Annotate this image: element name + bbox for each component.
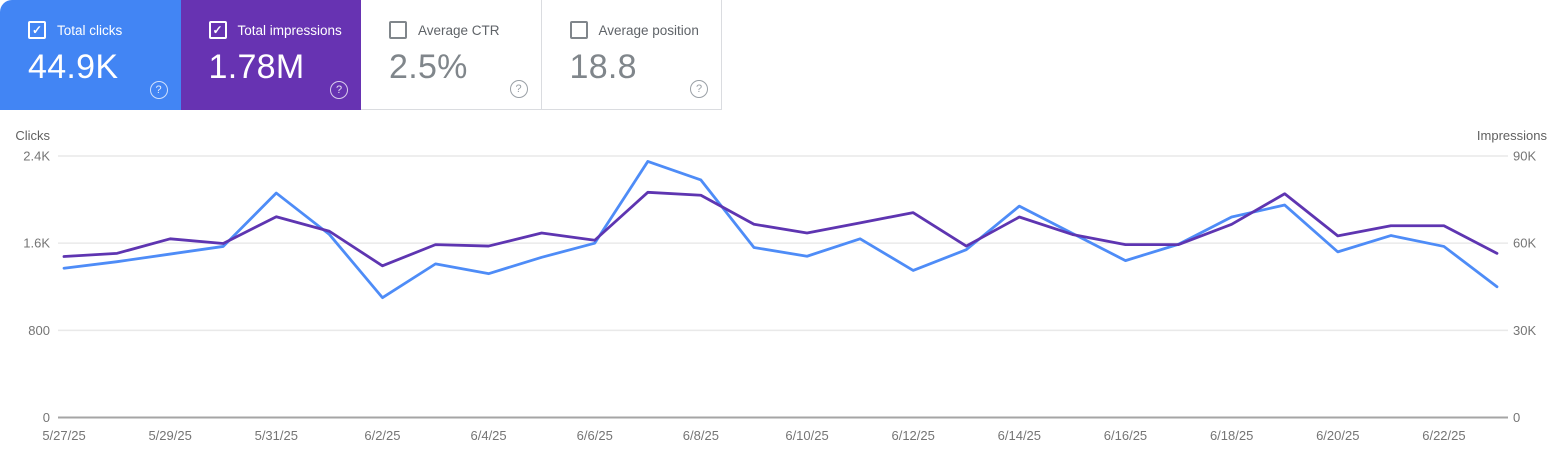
average-position-checkbox[interactable]: ✓ — [569, 21, 588, 39]
x-axis-label: 6/18/25 — [1210, 428, 1253, 443]
left-axis-tick: 0 — [43, 410, 50, 425]
left-axis-tick: 2.4K — [23, 149, 50, 164]
clicks-impressions-line-chart: 2.4K 90K 1.6K 60K 800 30K 0 0 Clicks Impressions 5… — [15, 128, 1548, 443]
x-axis-label: 6/4/25 — [471, 428, 507, 443]
x-axis-label: 6/16/25 — [1104, 428, 1147, 443]
checkmark-icon: ✓ — [31, 23, 43, 37]
impressions-line[interactable] — [62, 190, 1499, 268]
metric-card-average-position[interactable]: ✓ Average position 18.8 ? — [541, 0, 722, 110]
card-header: ✓ Average position — [569, 21, 722, 39]
card-label: Average CTR — [418, 22, 500, 38]
x-axis-label: 5/27/25 — [42, 428, 85, 443]
x-axis-label: 6/20/25 — [1316, 428, 1359, 443]
left-axis-tick: 800 — [28, 323, 50, 338]
right-axis-tick: 90K — [1513, 149, 1536, 164]
help-icon[interactable]: ? — [149, 81, 168, 99]
left-axis-tick: 1.6K — [23, 236, 50, 251]
card-value: 18.8 — [569, 48, 637, 86]
card-header: ✓ Average CTR — [389, 21, 541, 39]
x-axis-label: 6/8/25 — [683, 428, 719, 443]
x-axis-label: 6/6/25 — [577, 428, 613, 443]
metric-card-total-impressions[interactable]: ✓ Total impressions 1.78M ? — [180, 0, 362, 110]
card-label: Average position — [598, 22, 699, 38]
card-header: ✓ Total impressions — [208, 21, 362, 39]
left-axis-title: Clicks — [15, 128, 50, 143]
help-icon[interactable]: ? — [330, 81, 348, 99]
x-axis-label: 6/10/25 — [785, 428, 828, 443]
total-clicks-checkbox[interactable]: ✓ — [28, 21, 46, 39]
right-axis-tick: 0 — [1513, 410, 1520, 425]
right-axis-title: Impressions — [1477, 128, 1548, 143]
metric-card-total-clicks[interactable]: ✓ Total clicks 44.9K ? — [0, 0, 181, 110]
x-axis-label: 6/14/25 — [998, 428, 1041, 443]
card-value: 1.78M — [208, 48, 305, 86]
x-axis-label: 6/12/25 — [891, 428, 934, 443]
x-axis-label: 6/22/25 — [1422, 428, 1465, 443]
right-axis-tick: 60K — [1513, 236, 1536, 251]
card-value: 44.9K — [28, 48, 119, 86]
card-header: ✓ Total clicks — [28, 21, 181, 39]
x-axis-label: 6/2/25 — [364, 428, 400, 443]
x-axis-label: 5/29/25 — [148, 428, 191, 443]
average-ctr-checkbox[interactable]: ✓ — [389, 21, 407, 39]
x-axis-label: 5/31/25 — [255, 428, 298, 443]
card-label: Total clicks — [57, 22, 123, 38]
right-axis-tick: 30K — [1513, 323, 1536, 338]
clicks-line[interactable] — [62, 160, 1499, 300]
card-label: Total impressions — [237, 22, 342, 38]
metric-cards-row: ✓ Total clicks 44.9K ? ✓ Total impressio… — [0, 0, 1557, 110]
total-impressions-checkbox[interactable]: ✓ — [208, 21, 227, 39]
checkmark-icon: ✓ — [212, 23, 223, 37]
help-icon[interactable]: ? — [690, 80, 708, 98]
metric-card-average-ctr[interactable]: ✓ Average CTR 2.5% ? — [361, 0, 542, 110]
help-icon[interactable]: ? — [509, 80, 528, 98]
card-value: 2.5% — [389, 48, 468, 86]
performance-chart[interactable]: 2.4K 90K 1.6K 60K 800 30K 0 0 Clicks Impressions 5… — [0, 110, 1557, 471]
